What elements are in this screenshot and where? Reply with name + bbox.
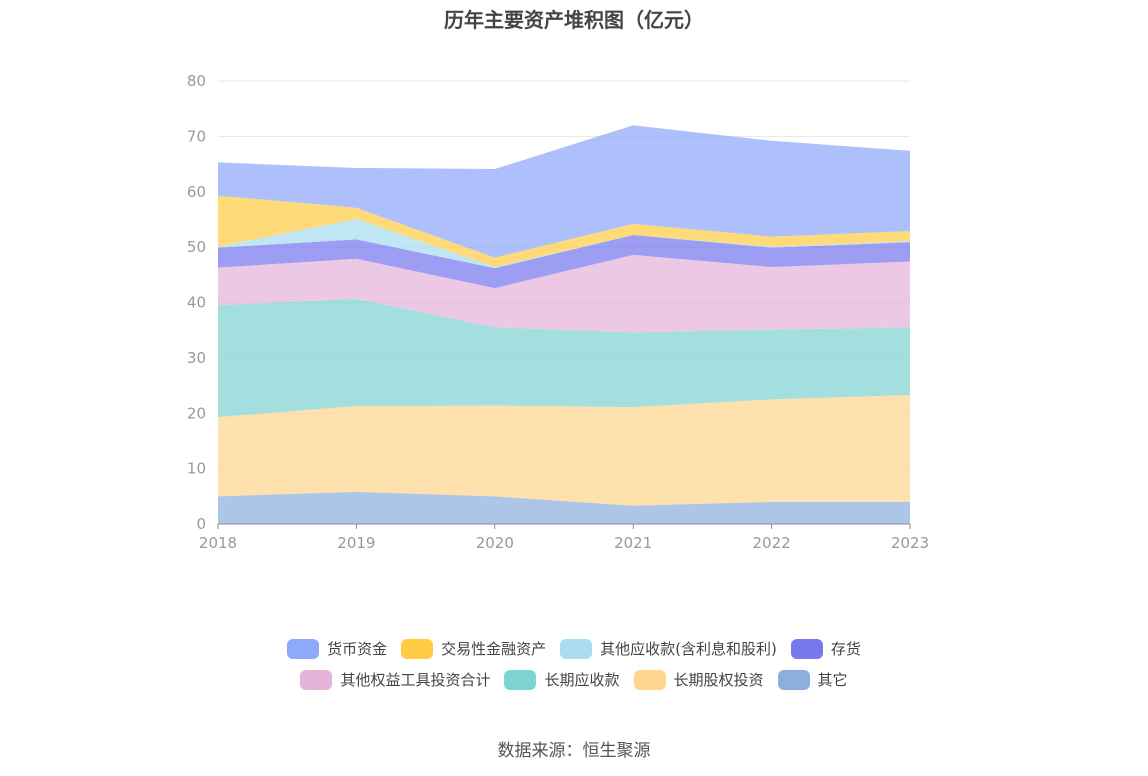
legend-item[interactable]: 货币资金 xyxy=(287,638,387,659)
legend-label: 存货 xyxy=(830,640,861,658)
y-tick-label: 50 xyxy=(187,238,206,256)
legend-item[interactable]: 长期应收款 xyxy=(504,669,620,690)
chart-title: 历年主要资产堆积图（亿元） xyxy=(444,8,704,32)
x-tick-label: 2022 xyxy=(753,534,791,552)
legend-label: 交易性金融资产 xyxy=(441,640,547,658)
legend-label: 长期应收款 xyxy=(544,671,620,689)
legend: 货币资金 交易性金融资产 其他应收款(含利息和股利) 存货其他权益工具投资合计 长期应收… xyxy=(0,638,1148,700)
y-tick-label: 70 xyxy=(187,127,206,145)
stacked-area-chart: 0 10 20 30 40 50 60 70 80 2018 2019 2020 2021 2022 202… xyxy=(187,72,929,552)
x-tick-label: 2023 xyxy=(891,534,929,552)
area-其他应收款(含利息和股利) xyxy=(218,218,910,269)
legend-label: 其他应收款(含利息和股利) xyxy=(600,640,777,658)
legend-item[interactable]: 其他权益工具投资合计 xyxy=(300,669,490,690)
data-source: 数据来源：恒生聚源 xyxy=(497,741,651,761)
legend-swatch xyxy=(287,638,320,659)
axes: 0 10 20 30 40 50 60 70 80 2018 2019 2020 2021 2022 202… xyxy=(187,72,929,552)
area-长期股权投资 xyxy=(218,394,910,506)
area-其它 xyxy=(218,491,910,524)
legend-item[interactable]: 存货 xyxy=(790,638,861,659)
y-tick-label: 30 xyxy=(187,349,206,367)
area-series xyxy=(218,125,910,524)
legend-label: 货币资金 xyxy=(327,640,388,658)
y-tick-label: 0 xyxy=(196,515,206,533)
legend-swatch xyxy=(560,638,593,659)
legend-swatch xyxy=(504,669,537,690)
y-tick-label: 20 xyxy=(187,404,206,422)
legend-label: 其它 xyxy=(817,671,848,689)
legend-item[interactable]: 长期股权投资 xyxy=(633,669,764,690)
area-存货 xyxy=(218,234,910,289)
legend-item[interactable]: 其它 xyxy=(777,669,848,690)
legend-row: 货币资金 交易性金融资产 其他应收款(含利息和股利) 存货 xyxy=(0,638,1148,659)
legend-label: 其他权益工具投资合计 xyxy=(340,671,491,689)
area-其他权益工具投资合计 xyxy=(218,254,910,333)
y-tick-label: 10 xyxy=(187,460,206,478)
legend-swatch xyxy=(300,669,333,690)
legend-row: 其他权益工具投资合计 长期应收款 长期股权投资 其它 xyxy=(0,669,1148,690)
legend-item[interactable]: 其他应收款(含利息和股利) xyxy=(560,638,777,659)
y-tick-label: 80 xyxy=(187,72,206,90)
legend-swatch xyxy=(401,638,434,659)
area-交易性金融资产 xyxy=(218,195,910,268)
legend-swatch xyxy=(790,638,823,659)
y-tick-label: 60 xyxy=(187,183,206,201)
area-长期应收款 xyxy=(218,298,910,418)
legend-swatch xyxy=(633,669,666,690)
x-tick-label: 2020 xyxy=(476,534,514,552)
x-tick-label: 2018 xyxy=(199,534,237,552)
x-tick-label: 2019 xyxy=(337,534,375,552)
legend-item[interactable]: 交易性金融资产 xyxy=(401,638,546,659)
area-货币资金 xyxy=(218,125,910,258)
y-tick-label: 40 xyxy=(187,294,206,312)
legend-swatch xyxy=(777,669,810,690)
legend-label: 长期股权投资 xyxy=(673,671,764,689)
x-tick-label: 2021 xyxy=(614,534,652,552)
